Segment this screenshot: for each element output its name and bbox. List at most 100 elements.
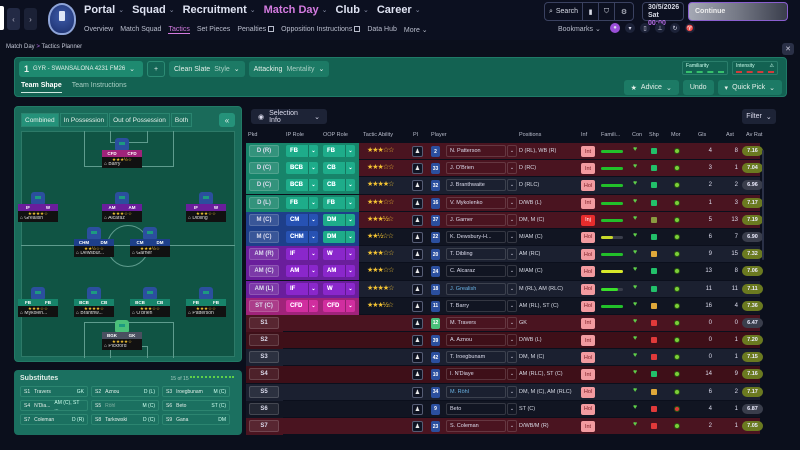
shield-button[interactable]: ⛉ [599, 3, 615, 20]
breadcrumb-parent[interactable]: Match Day [6, 44, 35, 50]
ip-role-dropdown[interactable]: CHM ⌄ [286, 230, 318, 243]
oop-role-dropdown[interactable]: FB ⌄ [323, 196, 355, 209]
ip-role-dropdown[interactable]: FB ⌄ [286, 145, 318, 157]
table-row[interactable]: S6 ♟ 9 Beto ⌄ ST (C) Hol ♥ 4 1 6.87 [246, 400, 763, 418]
player-selector[interactable]: A. Aznou [446, 334, 506, 347]
nav-recruitment[interactable]: Recruitment ⌄ [182, 4, 256, 16]
sub-slot[interactable]: S1 Travers GK [20, 386, 88, 397]
influence-badge[interactable]: Int [581, 369, 595, 381]
tab-in-possession[interactable]: In Possession [59, 113, 109, 127]
pitch-player-card[interactable]: IF W ★★★☆☆ ⌂ Dibling [186, 192, 226, 222]
ip-role-dropdown[interactable]: CFD ⌄ [286, 299, 318, 312]
influence-badge[interactable]: Int [581, 163, 595, 175]
sub-slot[interactable]: S9 Gana DM [162, 414, 230, 425]
tab-team-shape[interactable]: Team Shape [21, 82, 62, 93]
search-button[interactable]: ⌕ Search [545, 3, 583, 20]
column-header[interactable]: Shp [649, 132, 659, 138]
influence-badge[interactable]: Hol [581, 249, 595, 261]
table-row[interactable]: D (C) BCB ⌄ CB ⌄ ★★★★☆ ♟ 32 J. Branthwaite ⌄ D (RL… [246, 177, 763, 195]
chevron-down-icon[interactable]: ⌄ [507, 385, 517, 398]
player-instructions-button[interactable]: ♟ [412, 249, 423, 261]
add-tactic-button[interactable]: + [147, 61, 165, 77]
influence-badge[interactable]: Hol [581, 180, 595, 192]
oop-role-dropdown[interactable]: W ⌄ [323, 248, 355, 261]
influence-badge[interactable]: Int [581, 317, 595, 329]
chevron-down-icon[interactable]: ⌄ [507, 145, 517, 157]
chevron-down-icon[interactable]: ⌄ [507, 282, 517, 295]
subnav-opposition-instructions[interactable]: Opposition Instructions [281, 26, 361, 34]
player-instructions-button[interactable]: ♟ [412, 421, 423, 432]
player-instructions-button[interactable]: ♟ [412, 266, 423, 278]
influence-badge[interactable]: Int [581, 335, 595, 347]
sub-slot[interactable]: S3 Iroegbunam M (C) [162, 386, 230, 397]
influence-badge[interactable]: Int [581, 146, 595, 157]
table-row[interactable]: S4 ♟ 10 I. N'Diaye ⌄ AM (RLC), ST (C) Int ♥ 14 9 7… [246, 366, 763, 384]
ip-role-dropdown[interactable]: BCB ⌄ [286, 162, 318, 175]
player-selector[interactable]: M. Travers [446, 316, 506, 329]
player-instructions-button[interactable]: ♟ [412, 231, 423, 243]
position-slot[interactable]: D (C) [249, 179, 279, 192]
settings-button[interactable]: ⚙ [615, 3, 633, 20]
filter-button[interactable]: Filter ⌄ [742, 109, 776, 124]
chevron-down-icon[interactable]: ⌄ [507, 213, 517, 226]
tab-out-of-possession[interactable]: Out of Possession [109, 113, 170, 127]
player-instructions-button[interactable]: ♟ [412, 317, 423, 329]
column-header[interactable]: IP Role [286, 132, 304, 138]
position-slot[interactable]: S6 [249, 402, 279, 415]
pitch-player-card[interactable]: FB FB ★★★☆☆ ⌂ Patterson [186, 287, 226, 317]
bookmarks-dropdown[interactable]: Bookmarks ⌄ [558, 26, 601, 33]
notes-icon[interactable]: ▯ [640, 23, 650, 33]
player-instructions-button[interactable]: ♟ [412, 335, 423, 347]
undo-button[interactable]: Undo [682, 80, 714, 95]
table-row[interactable]: D (C) BCB ⌄ CB ⌄ ★★★☆☆ ♟ 33 J. O'Brien ⌄ D (RC) Int… [246, 160, 763, 178]
subnav-match-squad[interactable]: Match Squad [120, 26, 162, 33]
ip-role-dropdown[interactable]: IF ⌄ [286, 282, 318, 295]
pitch-player-card[interactable]: FB FB ★★★☆☆ ⌂ Mykolen... [18, 287, 58, 317]
sub-slot[interactable]: S7 Coleman D (R) [20, 414, 88, 425]
advice-button[interactable]: ★ Advice ⌄ [623, 80, 679, 95]
column-header[interactable]: Av Rat [746, 132, 763, 138]
player-instructions-button[interactable]: ♟ [412, 403, 423, 415]
player-selector[interactable]: J. Branthwaite [446, 179, 506, 192]
collapse-button[interactable]: « [219, 113, 235, 127]
position-slot[interactable]: AM (C) [249, 265, 279, 278]
pitch-player-card[interactable]: CHM DM ★★½☆☆ ⌂ Dewsbur... [74, 227, 114, 257]
subnav-tactics[interactable]: Tactics [168, 26, 190, 34]
nav-portal[interactable]: Portal ⌄ [84, 4, 125, 16]
player-selector[interactable]: Beto [446, 402, 506, 415]
chevron-down-icon[interactable]: ⌄ [507, 162, 517, 175]
influence-badge[interactable]: Int [581, 197, 595, 209]
column-header[interactable]: Player [431, 132, 447, 138]
position-slot[interactable]: M (C) [249, 213, 279, 226]
position-slot[interactable]: S3 [249, 351, 279, 364]
player-selector[interactable]: S. Coleman [446, 420, 506, 432]
oop-role-dropdown[interactable]: DM ⌄ [323, 230, 355, 243]
nav-match-day[interactable]: Match Day ⌄ [263, 4, 328, 16]
position-slot[interactable]: D (C) [249, 162, 279, 175]
chevron-down-icon[interactable]: ⌄ [507, 316, 517, 329]
nav-club[interactable]: Club ⌄ [335, 4, 369, 16]
ip-role-dropdown[interactable]: CM ⌄ [286, 213, 318, 226]
oop-role-dropdown[interactable]: FB ⌄ [323, 145, 355, 157]
table-scrollbar[interactable] [762, 150, 764, 260]
subnav-set-pieces[interactable]: Set Pieces [196, 26, 231, 33]
chevron-down-icon[interactable]: ⌄ [507, 351, 517, 364]
table-row[interactable]: AM (L) IF ⌄ W ⌄ ★★★★☆ ♟ 18 J. Grealish ⌄ M (RL), A… [246, 280, 763, 298]
position-slot[interactable]: M (C) [249, 230, 279, 243]
column-header[interactable]: OOP Role [323, 132, 348, 138]
ip-role-dropdown[interactable]: IF ⌄ [286, 248, 318, 261]
bookmark-button[interactable]: ▮ [583, 3, 599, 20]
column-header[interactable]: Mor [671, 132, 681, 138]
tactic-selector[interactable]: 1 GYR - SWANSALONA 4231 FM26 ⌄ [19, 61, 143, 77]
oop-role-dropdown[interactable]: CB ⌄ [323, 162, 355, 175]
player-selector[interactable]: T. Dibling [446, 248, 506, 261]
game-date[interactable]: 30/5/2026 Sat 00:00 [642, 2, 684, 27]
tab-both[interactable]: Both [170, 113, 193, 127]
player-instructions-button[interactable]: ♟ [412, 214, 423, 226]
pitch-player-card[interactable]: AM AM ★★★☆☆ ⌂ Alcaraz [102, 192, 142, 222]
pitch-player-card[interactable]: BCB CB ★★★★☆ ⌂ Branthw... [74, 287, 114, 317]
chevron-down-icon[interactable]: ⌄ [507, 230, 517, 243]
position-slot[interactable]: S2 [249, 334, 279, 347]
chevron-down-icon[interactable]: ⌄ [507, 179, 517, 192]
oop-role-dropdown[interactable]: W ⌄ [323, 282, 355, 295]
